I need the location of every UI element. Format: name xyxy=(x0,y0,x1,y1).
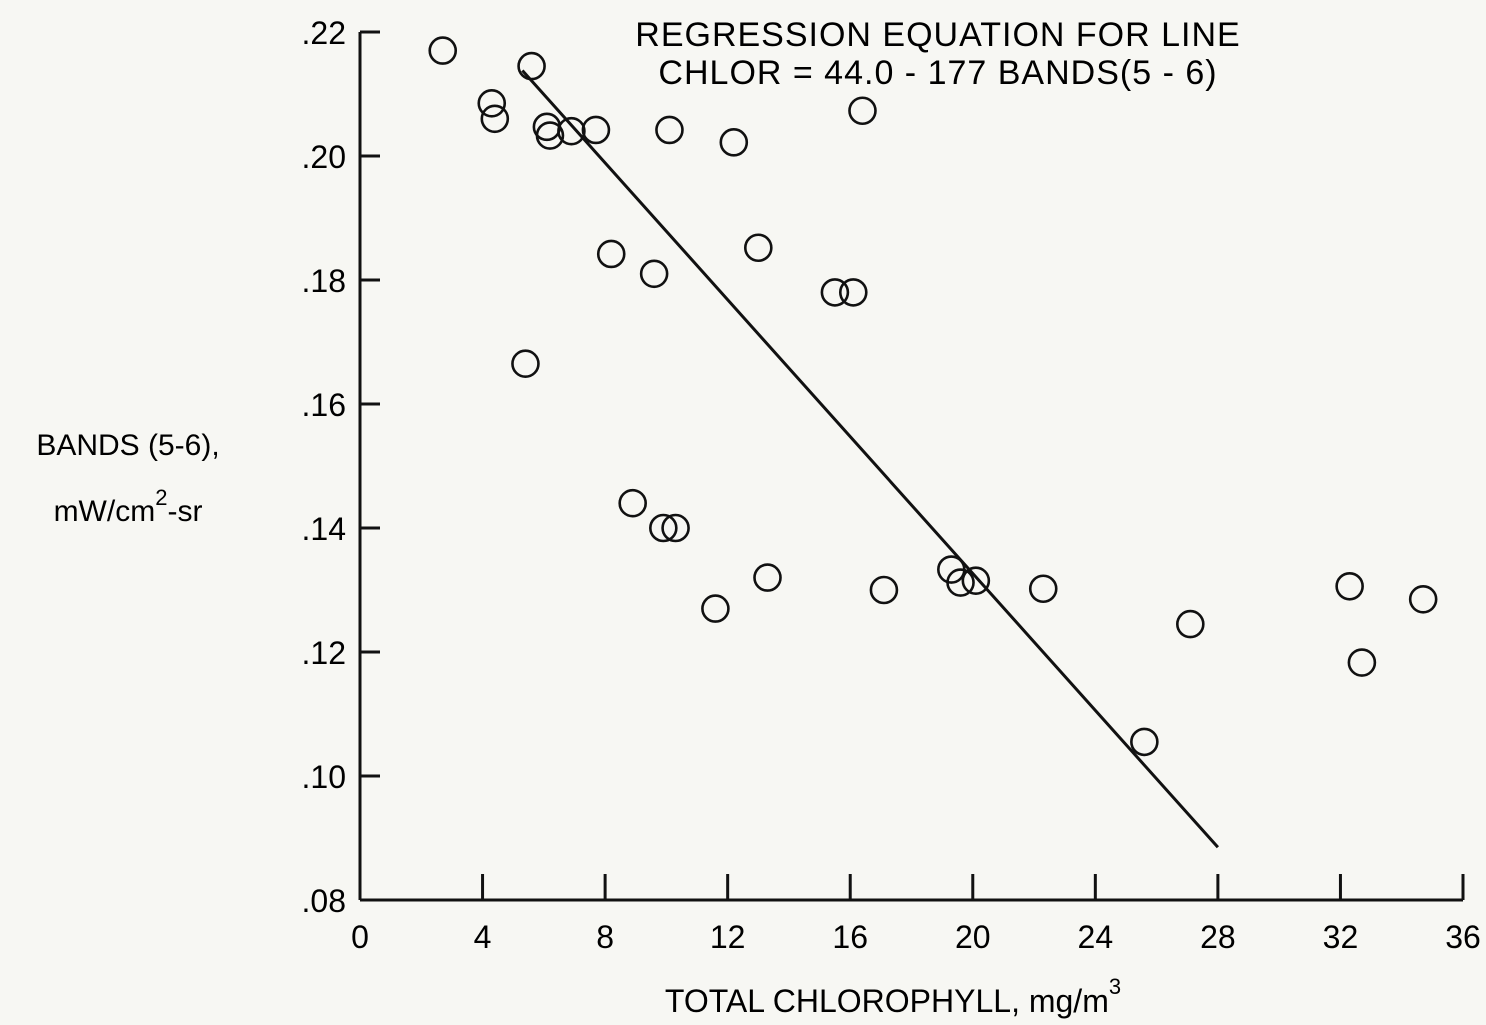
x-axis-label-base: TOTAL CHLOROPHYLL, mg/m xyxy=(665,983,1109,1019)
data-point xyxy=(1130,727,1159,757)
y-tick-label: .08 xyxy=(302,883,346,919)
data-point xyxy=(428,36,458,65)
data-point xyxy=(946,568,975,597)
data-point xyxy=(661,513,690,543)
y-axis-label-line1: BANDS (5-6), xyxy=(36,429,219,462)
x-tick-label: 28 xyxy=(1200,919,1236,955)
y-axis-unit-base: mW/cm xyxy=(54,495,156,528)
data-point xyxy=(655,115,684,145)
data-point xyxy=(1408,584,1438,614)
y-axis-unit-sup: 2 xyxy=(155,485,167,510)
x-tick-label: 32 xyxy=(1323,919,1359,955)
y-axis-label-line2: mW/cm2-sr xyxy=(54,485,203,528)
data-point xyxy=(961,566,991,596)
x-tick-label: 36 xyxy=(1445,919,1481,955)
y-tick-label: .20 xyxy=(302,139,346,175)
data-point xyxy=(719,128,749,157)
y-tick-label: .12 xyxy=(302,635,346,671)
regression-line xyxy=(521,69,1220,849)
y-tick-label: .10 xyxy=(302,759,346,795)
chart-title: REGRESSION EQUATION FOR LINE xyxy=(635,16,1240,54)
data-point xyxy=(869,575,899,605)
data-point xyxy=(596,239,626,269)
data-point xyxy=(838,278,868,307)
x-axis-label: TOTAL CHLOROPHYLL, mg/m3 xyxy=(665,974,1121,1019)
data-point xyxy=(581,115,611,145)
ticks: 0 4 8 12 16 20 24 28 32 36 .08 .10 .12 .14 .16 .18 .20 .2… xyxy=(302,15,1481,955)
data-point xyxy=(649,513,678,543)
data-point xyxy=(848,96,877,126)
data-points xyxy=(428,36,1438,757)
data-point xyxy=(477,89,507,118)
data-point xyxy=(701,594,730,623)
x-tick-label: 12 xyxy=(710,919,746,955)
data-point xyxy=(753,563,782,592)
x-tick-label: 24 xyxy=(1078,919,1114,955)
chart-subtitle: CHLOR = 44.0 - 177 BANDS(5 - 6) xyxy=(658,54,1217,92)
x-tick-label: 20 xyxy=(955,919,991,955)
data-point xyxy=(1176,609,1205,639)
data-point xyxy=(557,116,586,146)
data-point xyxy=(535,121,565,150)
y-tick-label: .16 xyxy=(302,387,346,423)
x-tick-label: 16 xyxy=(832,919,868,955)
y-tick-label: .18 xyxy=(302,263,346,299)
data-point xyxy=(639,259,669,289)
x-axis-label-sup: 3 xyxy=(1109,974,1121,999)
x-tick-label: 0 xyxy=(351,919,369,955)
data-point xyxy=(618,488,647,518)
data-point xyxy=(511,349,540,379)
data-point xyxy=(1347,648,1377,677)
data-point xyxy=(480,104,510,134)
data-point xyxy=(1335,571,1364,601)
x-tick-label: 8 xyxy=(596,919,614,955)
y-tick-label: .22 xyxy=(302,15,346,51)
regression-line-group xyxy=(521,69,1220,849)
data-point xyxy=(820,278,850,307)
x-tick-label: 4 xyxy=(474,919,492,955)
axes xyxy=(358,32,1463,902)
data-point xyxy=(744,233,773,263)
data-point xyxy=(517,51,546,81)
y-axis-unit-tail: -sr xyxy=(167,495,202,528)
data-point xyxy=(1028,574,1058,604)
y-tick-label: .14 xyxy=(302,511,346,547)
